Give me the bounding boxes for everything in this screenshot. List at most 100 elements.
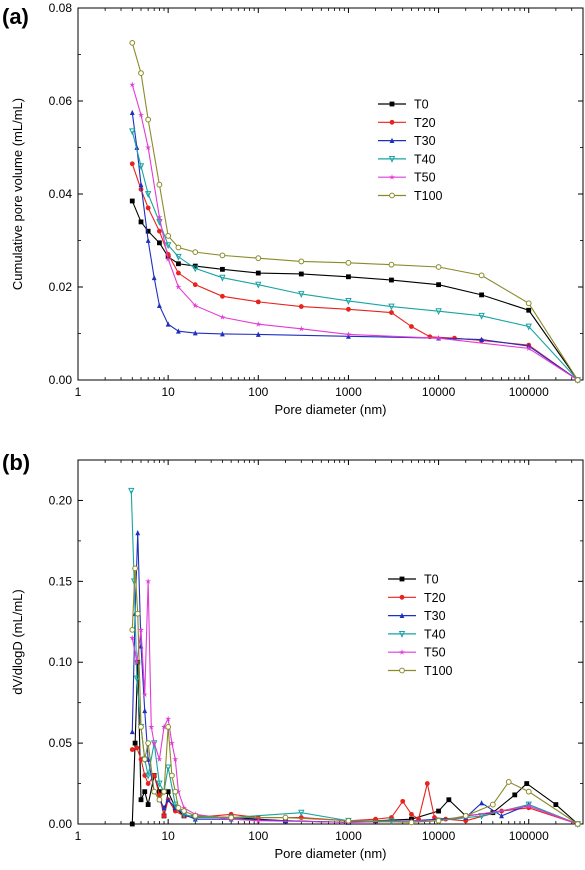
data-point-T100	[172, 788, 179, 795]
data-point-T20	[389, 310, 394, 315]
series-T100-b	[129, 565, 581, 827]
data-point-T100	[462, 813, 469, 819]
series-T40-b	[128, 487, 581, 828]
legend-label-T100: T100	[414, 189, 443, 203]
data-point-T50	[525, 803, 532, 809]
data-point-T100	[165, 724, 172, 730]
plot-area-b: 1 10 100 1000 10000 100000 0.00 0.05 0.10 0.15 0.2…	[10, 459, 584, 861]
x-tick-label-b: 1	[75, 829, 82, 843]
data-point-T20	[161, 813, 167, 819]
data-point-T40	[435, 308, 442, 316]
x-axis-label-b: Pore diameter (nm)	[275, 846, 387, 861]
data-point-T100	[129, 39, 136, 46]
data-point-T50	[145, 144, 152, 151]
series-line-T30	[131, 532, 578, 825]
data-point-T50	[156, 214, 163, 220]
data-point-T20	[424, 781, 430, 786]
data-point-T30	[176, 328, 181, 334]
data-point-T40	[144, 191, 152, 198]
data-point-T40	[133, 675, 141, 683]
data-point-T50	[160, 723, 168, 730]
data-point-T0	[220, 266, 225, 272]
data-point-T50	[148, 723, 155, 730]
data-point-T30	[138, 181, 144, 188]
legend-marker-T30	[389, 137, 395, 143]
data-point-T40	[255, 281, 262, 289]
data-point-T100	[388, 261, 395, 268]
data-point-T20	[129, 161, 135, 167]
data-point-T20	[134, 745, 140, 751]
data-point-T0	[157, 789, 162, 795]
data-point-T20	[157, 792, 162, 798]
data-point-T30	[161, 805, 167, 811]
data-point-T40	[388, 817, 395, 825]
data-point-T30	[192, 330, 198, 336]
data-point-T100	[175, 244, 182, 251]
legend-marker-T100	[389, 192, 395, 199]
series-T0-b	[129, 659, 581, 827]
legend-marker-T40	[388, 156, 396, 163]
x-tick-label-a: 10000	[422, 385, 456, 399]
data-point-T20	[220, 293, 225, 299]
legend-label-T0: T0	[424, 573, 439, 587]
x-tick-label-a: 1	[75, 385, 82, 399]
data-point-T0	[346, 274, 351, 280]
data-point-T100	[345, 817, 352, 824]
data-point-T30	[499, 813, 504, 819]
data-point-T50	[165, 255, 172, 262]
data-point-T100	[168, 772, 175, 779]
data-point-T0	[176, 261, 181, 267]
data-point-T30	[157, 302, 162, 308]
data-point-T100	[145, 116, 152, 123]
x-tick-label-b: 100	[248, 829, 268, 843]
data-point-T50	[345, 331, 352, 338]
data-point-T50	[298, 325, 305, 332]
y-tick-label-b: 0.20	[49, 493, 73, 507]
x-tick-label-b: 1000	[335, 829, 362, 843]
series-T40-a	[129, 128, 581, 384]
data-point-T50	[172, 756, 179, 762]
x-axis-label-a: Pore diameter (nm)	[275, 402, 387, 417]
data-point-T40	[192, 265, 199, 273]
legend-label-T0: T0	[414, 98, 429, 112]
data-point-T50	[129, 81, 136, 88]
data-point-T100	[192, 249, 199, 256]
data-point-T30	[142, 707, 148, 714]
series-line-T40	[131, 131, 579, 381]
data-point-T100	[129, 626, 136, 633]
panel-a: (a) 1 10 100 1000 10000 100000 0.00 0.02 0.04 0.0…	[2, 1, 584, 417]
data-point-T40	[144, 772, 152, 780]
data-point-T30	[165, 321, 171, 327]
data-point-T100	[489, 801, 496, 808]
panel-b: (b) 1 10 100 1000 10000 100000 0.00 0.05 0.10 0.1…	[2, 450, 584, 861]
plot-area-a: 1 10 100 1000 10000 100000 0.00 0.02 0.04 0.06 0.0…	[10, 1, 584, 417]
series-line-T50	[131, 84, 579, 381]
legend-marker-T0	[399, 576, 405, 582]
data-point-T50	[180, 804, 188, 811]
y-tick-label-a: 0.04	[49, 187, 73, 201]
legend-label-T40: T40	[414, 152, 436, 166]
series-line-T30	[131, 112, 579, 381]
legend-marker-T100	[399, 667, 405, 674]
data-point-T50	[255, 817, 262, 824]
data-point-T100	[505, 779, 512, 785]
data-point-T0	[145, 228, 151, 234]
data-point-T0	[129, 198, 135, 204]
data-point-T0	[165, 789, 171, 795]
legend-marker-T20	[399, 594, 405, 600]
data-point-T40	[164, 764, 172, 772]
series-T30-a	[129, 109, 581, 383]
data-point-T100	[175, 804, 182, 811]
legend-marker-T20	[389, 119, 395, 125]
data-point-T30	[346, 333, 351, 339]
data-point-T20	[145, 205, 151, 211]
data-point-T0	[142, 789, 148, 795]
data-point-T100	[219, 252, 226, 259]
data-point-T100	[161, 788, 167, 795]
data-point-T100	[138, 724, 144, 730]
data-point-T100	[156, 796, 163, 803]
data-point-T40	[525, 801, 532, 809]
data-point-T0	[524, 781, 530, 786]
data-point-T20	[409, 324, 414, 329]
data-point-T40	[156, 780, 163, 788]
